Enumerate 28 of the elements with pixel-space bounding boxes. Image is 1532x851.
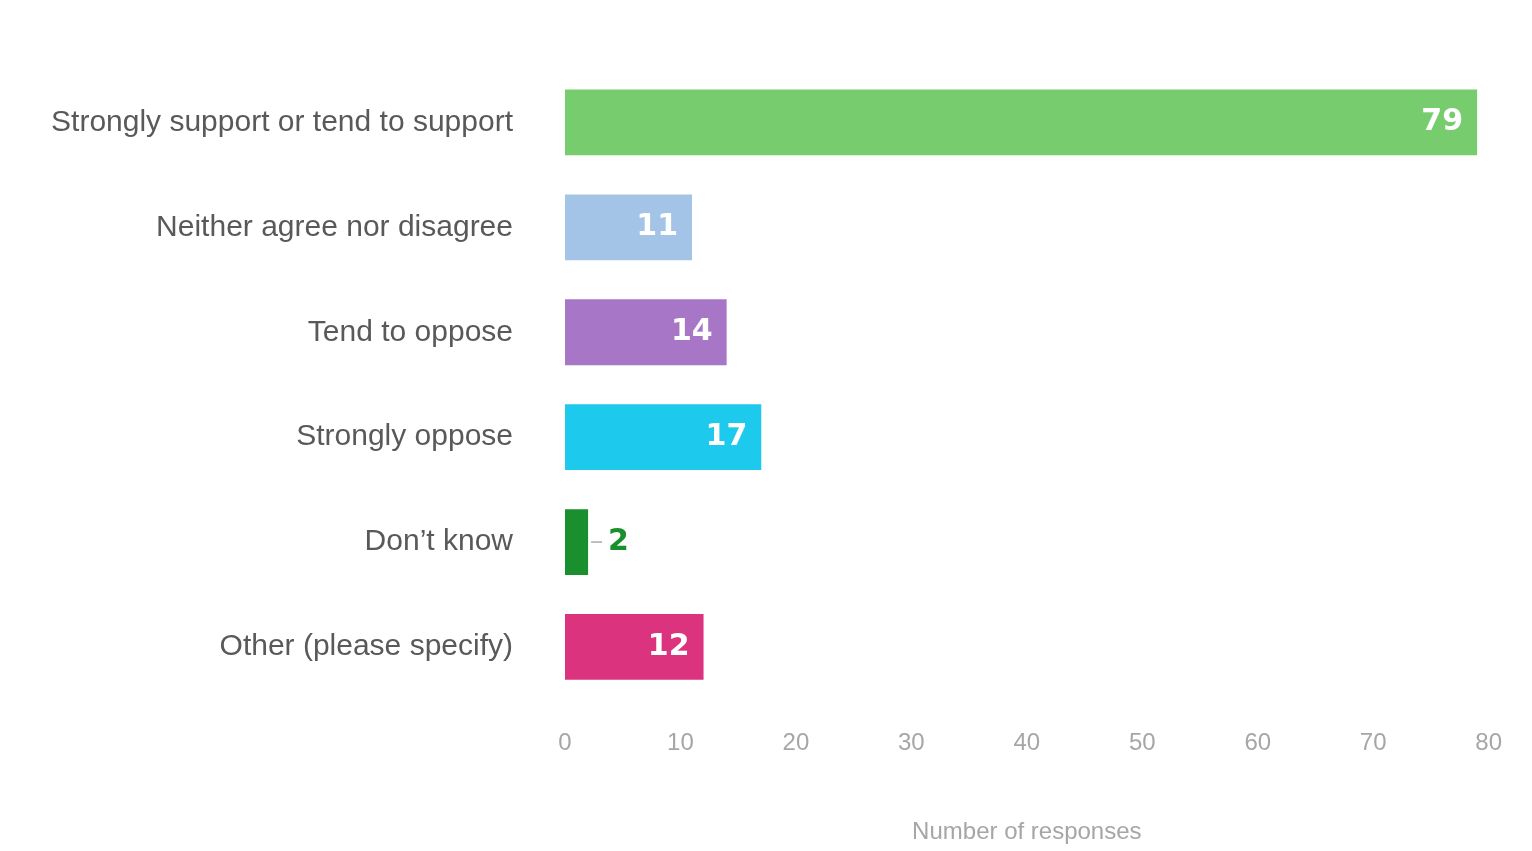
- x-tick-label: 50: [1128, 728, 1156, 756]
- bar: [565, 89, 1478, 156]
- x-tick-label: 10: [667, 728, 694, 756]
- bar: [565, 509, 589, 575]
- data-label: 11: [636, 207, 678, 243]
- x-tick-label: 20: [782, 728, 810, 756]
- bar: [565, 614, 704, 680]
- data-label: 17: [705, 416, 748, 452]
- y-tick-label: Tend to oppose: [307, 313, 513, 347]
- x-tick-label: 40: [1013, 728, 1041, 756]
- bar: [565, 194, 692, 261]
- bar: [565, 404, 762, 471]
- bar: [565, 299, 727, 366]
- x-tick-label: 0: [558, 728, 572, 756]
- data-label: 12: [647, 626, 690, 662]
- data-label: 79: [1421, 102, 1464, 138]
- data-label: 14: [670, 312, 713, 348]
- y-tick-label: Other (please specify): [219, 628, 513, 662]
- y-tick-label: Neither agree nor disagree: [156, 208, 513, 242]
- x-axis-title: Number of responses: [912, 817, 1142, 845]
- data-label: 2: [608, 521, 629, 557]
- y-tick-label: Strongly support or tend to support: [51, 103, 514, 137]
- x-tick-label: 60: [1244, 728, 1272, 756]
- x-tick-label: 80: [1475, 728, 1502, 756]
- y-tick-label: Strongly oppose: [296, 418, 513, 452]
- x-tick-label: 30: [898, 728, 925, 756]
- x-tick-label: 70: [1359, 728, 1387, 756]
- y-tick-label: Don’t know: [364, 523, 514, 557]
